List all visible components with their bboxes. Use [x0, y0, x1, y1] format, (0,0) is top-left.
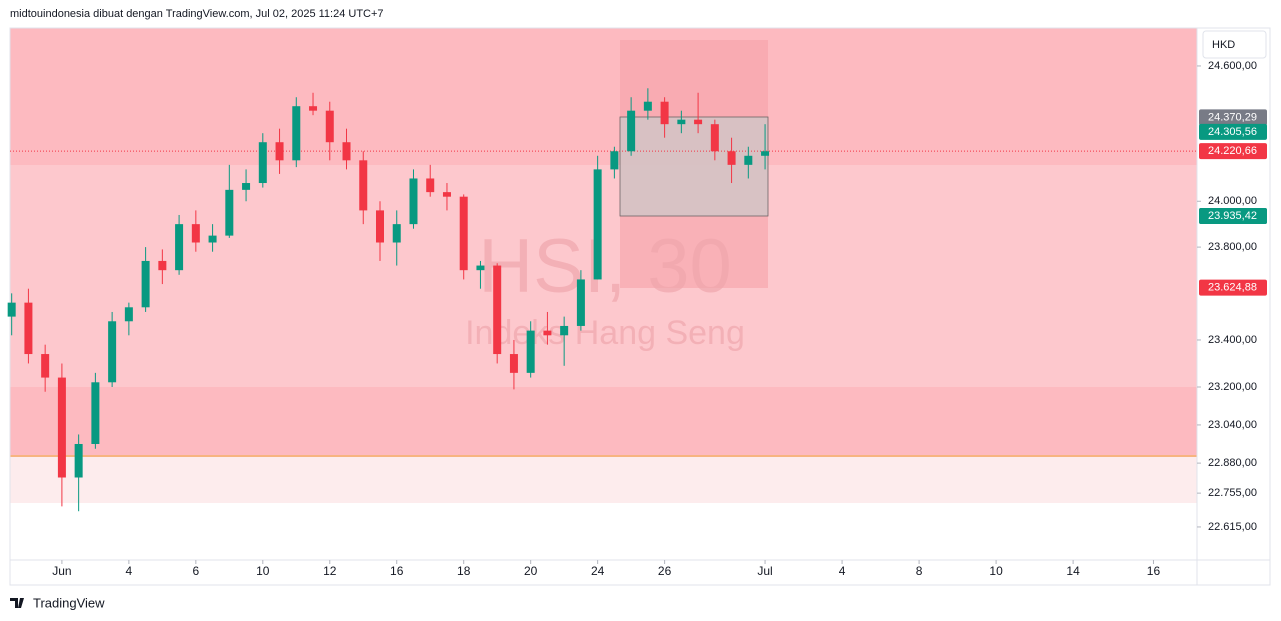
- candle-body: [292, 106, 301, 161]
- candle-body: [191, 224, 200, 243]
- x-tick-label: 6: [192, 564, 199, 578]
- candle-body: [359, 160, 368, 211]
- candle-body: [7, 302, 16, 317]
- candle-body: [41, 354, 50, 378]
- candle-body: [325, 110, 334, 143]
- header: midtouindonesia dibuat dengan TradingVie…: [10, 8, 384, 20]
- candle-body: [409, 178, 418, 225]
- candle-body: [660, 101, 669, 125]
- candle-body: [576, 279, 585, 326]
- price-label: 24.220,66: [1208, 145, 1257, 157]
- price-label: 24.370,29: [1208, 111, 1257, 123]
- candle-body: [24, 302, 33, 355]
- candle-body: [761, 151, 770, 156]
- candle-body: [694, 119, 703, 125]
- watermark: HSI, 30: [478, 224, 731, 309]
- candle-body: [426, 178, 435, 193]
- candle-body: [459, 196, 468, 271]
- y-tick-label: 24.000,00: [1208, 195, 1257, 207]
- price-label-box: [1199, 143, 1267, 160]
- candle-body: [309, 106, 318, 111]
- candle-body: [342, 142, 351, 161]
- candle-body: [627, 110, 636, 152]
- candle-body: [543, 330, 552, 336]
- candle-body: [392, 224, 401, 243]
- candle-body: [643, 101, 652, 111]
- candle-body: [158, 260, 167, 271]
- candle-body: [275, 142, 284, 161]
- x-tick-label: 20: [524, 564, 538, 578]
- x-tick-label: 12: [323, 564, 337, 578]
- y-tick-label: 22.755,00: [1208, 487, 1257, 499]
- price-label: 23.935,42: [1208, 210, 1257, 222]
- candle-body: [208, 235, 217, 243]
- candle-body: [442, 192, 451, 197]
- price-label: 23.624,88: [1208, 281, 1257, 293]
- brand-logo: [10, 598, 24, 608]
- candle-body: [225, 189, 234, 236]
- price-label-box: [1199, 109, 1267, 126]
- y-tick-label: 23.200,00: [1208, 381, 1257, 393]
- y-tick-label: 22.880,00: [1208, 457, 1257, 469]
- candle-body: [375, 210, 384, 243]
- x-tick-label: Jun: [52, 564, 71, 578]
- currency: HKD: [1212, 39, 1235, 51]
- currency-box[interactable]: [1202, 30, 1267, 59]
- candle-body: [74, 443, 83, 478]
- zone: [10, 28, 1197, 165]
- candle-body: [744, 155, 753, 165]
- candle-body: [593, 169, 602, 280]
- x-tick-label: 10: [989, 564, 1003, 578]
- x-tick-label: 16: [390, 564, 404, 578]
- price-label: 24.305,56: [1208, 126, 1257, 138]
- zone: [10, 387, 1197, 455]
- x-tick-label: 4: [126, 564, 133, 578]
- candle-body: [91, 382, 100, 444]
- y-tick-label: 23.400,00: [1208, 334, 1257, 346]
- zone: [10, 165, 1197, 387]
- candle-body: [242, 183, 251, 190]
- x-tick-label: 26: [658, 564, 672, 578]
- y-tick-label: 24.600,00: [1208, 60, 1257, 72]
- candle-body: [476, 265, 485, 271]
- watermark: Indeks Hang Seng: [465, 314, 745, 352]
- zone: [10, 455, 1197, 503]
- candle-body: [57, 377, 66, 478]
- price-label-box: [1199, 123, 1267, 140]
- x-tick-label: 10: [256, 564, 270, 578]
- candle-body: [710, 124, 719, 152]
- x-tick-label: 14: [1066, 564, 1080, 578]
- candle-body: [141, 260, 150, 308]
- candle-body: [610, 151, 619, 170]
- candle-body: [258, 142, 267, 184]
- brand: TradingView: [33, 595, 105, 610]
- y-tick-label: 23.800,00: [1208, 241, 1257, 253]
- price-label-box: [1199, 208, 1267, 225]
- candle-body: [560, 325, 569, 336]
- candle-body: [526, 330, 535, 373]
- x-tick-label: 4: [839, 564, 846, 578]
- candle-body: [493, 265, 502, 355]
- y-tick-label: 22.615,00: [1208, 521, 1257, 533]
- candle-body: [727, 151, 736, 165]
- candle-body: [677, 119, 686, 125]
- candle-body: [175, 224, 184, 271]
- y-tick-label: 23.040,00: [1208, 419, 1257, 431]
- x-tick-label: 16: [1147, 564, 1161, 578]
- candle-body: [509, 354, 518, 373]
- x-tick-label: 24: [591, 564, 605, 578]
- candle-body: [108, 321, 117, 383]
- x-tick-label: 18: [457, 564, 471, 578]
- target-box: [619, 116, 769, 217]
- candle-body: [124, 307, 133, 322]
- x-tick-label: 8: [916, 564, 923, 578]
- x-tick-label: Jul: [757, 564, 772, 578]
- price-label-box: [1199, 279, 1267, 296]
